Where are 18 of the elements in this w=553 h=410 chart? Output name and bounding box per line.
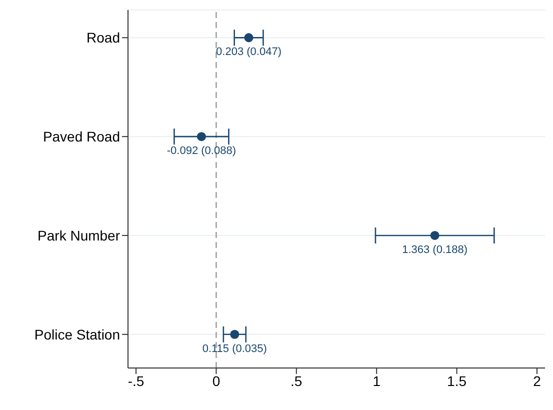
- data-label: 0.203 (0.047): [216, 46, 282, 58]
- x-tick-label: 1: [372, 372, 381, 389]
- point: [196, 132, 206, 142]
- x-tick-label: 1.5: [447, 372, 467, 389]
- y-tick-label: Road: [86, 30, 120, 46]
- point: [244, 33, 254, 42]
- y-tick-label: Police Station: [34, 326, 120, 342]
- data-label: 0.115 (0.035): [202, 342, 267, 355]
- y-tick-label: Park Number: [38, 227, 120, 244]
- x-tick-label: 0: [212, 372, 220, 389]
- y-tick-label: Paved Road: [42, 128, 120, 145]
- x-tick-label: .5: [290, 372, 302, 389]
- data-label: 1.363 (0.188): [402, 244, 468, 256]
- x-tick-label: 2: [533, 372, 542, 389]
- x-tick-label: -.5: [128, 372, 144, 389]
- point: [230, 330, 240, 339]
- data-label: -0.092 (0.088): [166, 145, 236, 158]
- point: [430, 230, 440, 240]
